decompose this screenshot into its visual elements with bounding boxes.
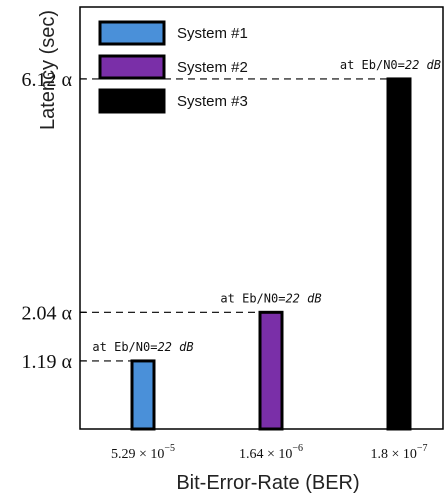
x-tick-labels: 5.29 × 10−5 1.64 × 10−6 1.8 × 10−7	[111, 443, 428, 462]
legend-swatch-1	[98, 20, 166, 46]
legend: System #1 System #2 System #3	[98, 20, 248, 114]
annotation-2: at Eb/N0=22 dB	[220, 291, 321, 305]
bar-2	[258, 310, 284, 431]
annotation-1: at Eb/N0=22 dB	[92, 340, 193, 354]
y-axis-label: Latency (sec)	[37, 10, 59, 130]
x-tick-label: 1.64 × 10−6	[239, 443, 303, 462]
y-tick-label: 2.04 α	[22, 302, 73, 324]
legend-label-3: System #3	[177, 93, 248, 110]
x-tick-label: 1.8 × 10−7	[370, 443, 427, 462]
annotation-3: at Eb/N0=22 dB	[340, 58, 441, 72]
legend-swatch-3	[98, 88, 166, 114]
x-tick-label: 5.29 × 10−5	[111, 443, 175, 462]
bar-3	[386, 77, 412, 431]
legend-label-2: System #2	[177, 59, 248, 76]
bar-1	[130, 359, 156, 431]
reference-lines	[80, 78, 388, 362]
legend-label-1: System #1	[177, 25, 248, 42]
y-tick-labels: 1.19 α 2.04 α 6.12 α	[22, 69, 73, 373]
legend-swatch-2	[98, 54, 166, 80]
y-tick-label: 1.19 α	[22, 351, 73, 373]
x-axis-label: Bit-Error-Rate (BER)	[176, 472, 359, 494]
y-tick-label: 6.12 α	[22, 69, 73, 91]
bars	[130, 77, 412, 431]
annotations: at Eb/N0=22 dB at Eb/N0=22 dB at Eb/N0=22 …	[92, 58, 441, 354]
